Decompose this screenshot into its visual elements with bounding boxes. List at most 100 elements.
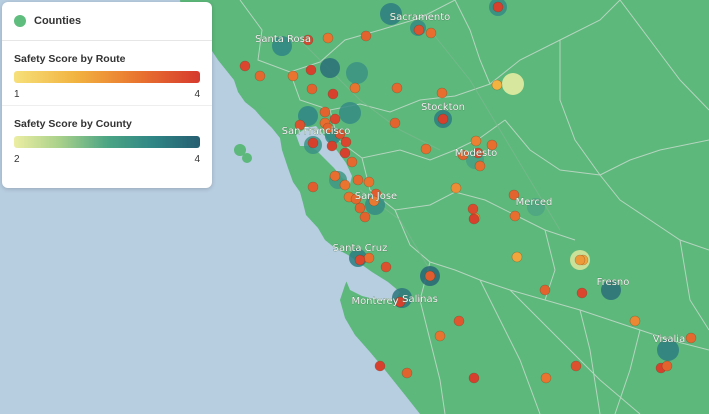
route-marker[interactable]	[472, 147, 484, 159]
route-range: 1 4	[14, 89, 200, 105]
city-label: Modesto	[455, 148, 498, 159]
route-marker[interactable]	[239, 60, 251, 72]
county-marker[interactable]	[272, 36, 292, 56]
route-marker[interactable]	[302, 34, 314, 46]
route-marker[interactable]	[340, 136, 352, 148]
county-marker[interactable]	[657, 339, 679, 361]
route-marker[interactable]	[339, 179, 351, 191]
route-color-ramp	[14, 71, 200, 83]
route-marker[interactable]	[450, 182, 462, 194]
route-marker[interactable]	[570, 360, 582, 372]
islet	[234, 144, 246, 156]
city-label: Sacramento	[390, 12, 450, 23]
route-marker[interactable]	[492, 1, 504, 13]
route-marker[interactable]	[346, 156, 358, 168]
city-labels-layer: Sacramento Santa Rosa Stockton San Francisc…	[255, 12, 686, 346]
city-label: Salinas	[402, 294, 438, 305]
route-marker[interactable]	[436, 87, 448, 99]
route-marker[interactable]	[491, 79, 503, 91]
route-marker[interactable]	[374, 360, 386, 372]
county-marker[interactable]	[346, 62, 368, 84]
route-max-label: 4	[194, 89, 200, 100]
county-marker[interactable]	[380, 3, 402, 25]
county-legend-title: Safety Score by County	[14, 118, 132, 130]
route-marker[interactable]	[287, 70, 299, 82]
route-marker[interactable]	[350, 193, 362, 205]
route-marker[interactable]	[327, 88, 339, 100]
route-marker[interactable]	[470, 135, 482, 147]
route-marker[interactable]	[661, 360, 673, 372]
route-marker[interactable]	[685, 332, 697, 344]
county-marker[interactable]	[502, 73, 524, 95]
city-label: Fresno	[597, 277, 630, 288]
route-marker[interactable]	[339, 147, 351, 159]
route-marker[interactable]	[354, 254, 366, 266]
route-marker[interactable]	[401, 367, 413, 379]
route-marker[interactable]	[322, 122, 334, 134]
route-marker[interactable]	[363, 176, 375, 188]
route-marker[interactable]	[389, 117, 401, 129]
route-marker[interactable]	[394, 296, 406, 308]
route-marker[interactable]	[468, 372, 480, 384]
route-marker[interactable]	[474, 160, 486, 172]
route-marker[interactable]	[360, 30, 372, 42]
route-marker[interactable]	[305, 64, 317, 76]
route-marker[interactable]	[329, 113, 341, 125]
route-marker[interactable]	[359, 211, 371, 223]
route-marker[interactable]	[354, 202, 366, 214]
route-legend-title: Safety Score by Route	[14, 53, 126, 65]
route-marker[interactable]	[368, 195, 380, 207]
county-markers-layer	[272, 0, 679, 361]
layer-name: Counties	[34, 15, 82, 27]
county-max-label: 4	[194, 154, 200, 165]
route-marker[interactable]	[352, 174, 364, 186]
land-mass	[180, 0, 709, 414]
route-marker[interactable]	[540, 372, 552, 384]
route-marker[interactable]	[457, 149, 469, 161]
route-markers-layer	[239, 1, 697, 384]
route-marker[interactable]	[467, 203, 479, 215]
route-marker[interactable]	[322, 32, 334, 44]
route-marker[interactable]	[576, 287, 588, 299]
city-label: Visalia	[653, 334, 685, 345]
route-marker[interactable]	[306, 83, 318, 95]
route-marker[interactable]	[629, 315, 641, 327]
route-marker[interactable]	[254, 70, 266, 82]
route-marker[interactable]	[307, 181, 319, 193]
route-marker[interactable]	[420, 143, 432, 155]
legend-panel: Counties Safety Score by Route 1 4 Safet…	[2, 2, 212, 188]
route-marker[interactable]	[468, 213, 480, 225]
route-marker[interactable]	[334, 128, 346, 140]
route-marker[interactable]	[434, 330, 446, 342]
route-marker[interactable]	[294, 119, 306, 131]
route-marker[interactable]	[424, 270, 436, 282]
route-marker[interactable]	[319, 106, 331, 118]
route-marker[interactable]	[349, 82, 361, 94]
route-marker[interactable]	[307, 137, 319, 149]
route-marker[interactable]	[326, 140, 338, 152]
route-marker[interactable]	[329, 170, 341, 182]
route-marker[interactable]	[574, 254, 586, 266]
county-marker[interactable]	[601, 280, 621, 300]
county-marker[interactable]	[320, 58, 340, 78]
route-marker[interactable]	[391, 82, 403, 94]
county-marker[interactable]	[339, 102, 361, 124]
route-marker[interactable]	[380, 261, 392, 273]
route-marker[interactable]	[509, 210, 521, 222]
route-marker[interactable]	[413, 24, 425, 36]
route-marker[interactable]	[508, 189, 520, 201]
route-marker[interactable]	[425, 27, 437, 39]
route-marker[interactable]	[486, 139, 498, 151]
city-label: Santa Cruz	[333, 243, 388, 254]
route-marker[interactable]	[511, 251, 523, 263]
route-marker[interactable]	[437, 113, 449, 125]
route-marker[interactable]	[539, 284, 551, 296]
city-label: Stockton	[421, 102, 465, 113]
layer-color-swatch	[14, 15, 26, 27]
legend-layer-toggle[interactable]: Counties	[2, 2, 212, 41]
route-marker[interactable]	[363, 252, 375, 264]
route-marker[interactable]	[453, 315, 465, 327]
county-marker[interactable]	[527, 198, 545, 216]
county-min-label: 2	[14, 154, 20, 165]
